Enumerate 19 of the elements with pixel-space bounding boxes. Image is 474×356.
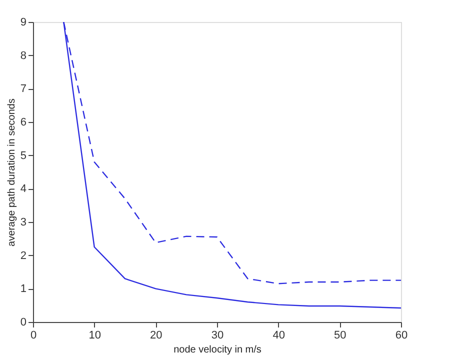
y-tick-label: 5 [20,150,26,162]
x-tick-label: 30 [211,330,224,342]
x-tick-label: 10 [88,330,101,342]
x-axis-title: node velocity in m/s [174,344,262,356]
x-tick-label: 50 [334,330,346,342]
y-tick-label: 3 [20,216,26,228]
x-tick-label: 0 [30,330,37,342]
y-tick-label: 1 [20,283,26,296]
y-tick-label: 6 [20,116,26,128]
y-tick-label: 8 [20,50,26,62]
y-tick-label: 0 [20,316,26,328]
x-tick-label: 60 [395,330,408,342]
x-tick-label: 40 [272,330,285,342]
x-tick-label: 20 [150,330,162,342]
y-axis-title: average path duration in seconds [6,98,18,246]
y-tick-label: 2 [20,250,26,262]
y-tick-label: 7 [20,83,26,96]
y-tick-label: 9 [20,16,26,28]
y-tick-label: 4 [20,183,26,196]
